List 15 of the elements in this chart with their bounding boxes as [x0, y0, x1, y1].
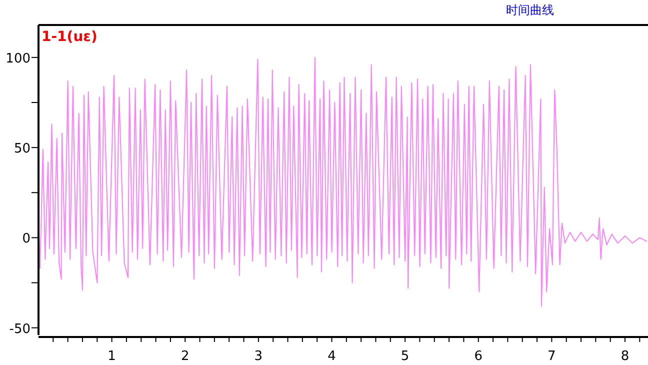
x-tick-label: 4	[328, 349, 336, 364]
y-tick-label: -50	[9, 322, 30, 337]
x-tick-label: 6	[474, 349, 483, 364]
x-tick-label: 2	[180, 349, 190, 364]
chart-title: 时间曲线	[506, 3, 554, 17]
y-tick-label: 100	[6, 51, 30, 66]
x-tick-label: 7	[548, 349, 556, 364]
y-axis-title: 1-1(uε)	[42, 29, 98, 45]
y-tick-label: 50	[14, 142, 30, 157]
line-series	[38, 56, 647, 307]
x-tick-label: 3	[254, 349, 263, 364]
x-tick-label: 8	[620, 349, 630, 364]
x-tick-label: 5	[400, 349, 410, 364]
y-tick-label: 0	[22, 232, 30, 247]
x-tick-label: 1	[108, 349, 116, 364]
